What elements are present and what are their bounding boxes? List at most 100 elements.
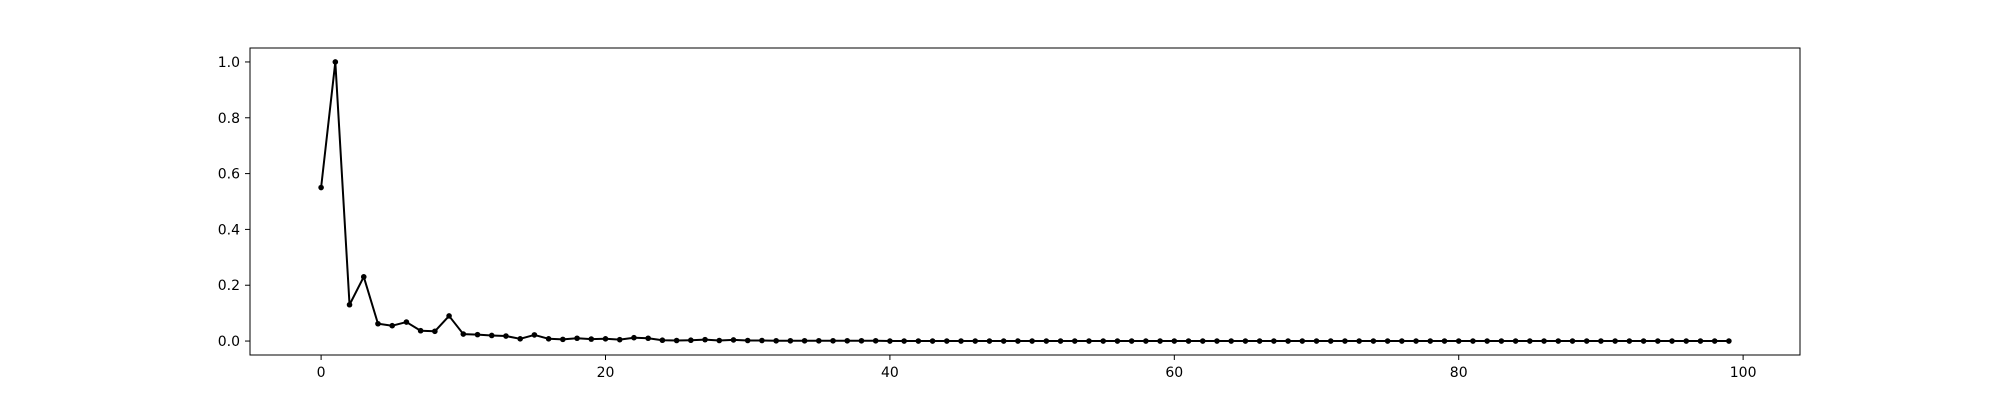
x-tick-label: 60 xyxy=(1165,365,1183,381)
data-point xyxy=(943,338,950,344)
data-point xyxy=(1555,338,1562,344)
data-point xyxy=(744,337,751,344)
series-line xyxy=(320,60,1729,343)
data-point xyxy=(1726,338,1732,344)
data-point xyxy=(688,337,694,344)
data-point xyxy=(531,332,538,338)
data-point xyxy=(1655,338,1661,344)
data-point xyxy=(588,336,595,342)
data-point xyxy=(1413,338,1419,344)
data-point xyxy=(1697,338,1704,344)
data-point xyxy=(1114,338,1121,344)
data-point xyxy=(1285,338,1291,344)
data-point xyxy=(1356,338,1362,344)
data-point xyxy=(1029,338,1035,344)
data-point xyxy=(1327,338,1334,344)
data-point xyxy=(801,337,808,344)
data-point xyxy=(1441,338,1448,344)
data-point xyxy=(1228,338,1234,344)
data-point xyxy=(773,337,779,344)
data-point xyxy=(1541,338,1547,344)
data-point xyxy=(1384,338,1391,344)
data-point xyxy=(346,301,353,308)
data-point xyxy=(1214,338,1220,344)
data-point xyxy=(958,338,964,344)
x-tick-label: 0 xyxy=(317,365,326,381)
data-point xyxy=(560,336,566,343)
data-point xyxy=(929,338,936,344)
data-point xyxy=(1498,338,1505,344)
data-point xyxy=(403,319,410,325)
data-point xyxy=(1256,338,1263,344)
data-point xyxy=(488,332,495,339)
x-tick-label: 80 xyxy=(1450,365,1468,381)
data-point xyxy=(673,337,680,344)
data-point xyxy=(1313,338,1320,344)
data-point xyxy=(659,337,666,344)
data-point xyxy=(1626,338,1633,344)
axes-frame xyxy=(249,47,1801,356)
data-point xyxy=(1342,338,1348,344)
plot-area: 0 20 40 60 80 100 0.0 0.2 0.4 0.6 0.8 1.0 xyxy=(218,47,1801,381)
data-point xyxy=(1569,338,1576,344)
data-point xyxy=(1370,338,1377,344)
data-point xyxy=(1598,338,1604,344)
data-point xyxy=(1043,338,1050,344)
data-point xyxy=(417,327,424,334)
data-point xyxy=(759,337,765,344)
data-point xyxy=(1427,338,1434,344)
data-point xyxy=(901,338,907,344)
data-point xyxy=(645,335,651,342)
y-tick-label: 0.4 xyxy=(218,222,240,238)
data-point xyxy=(375,320,381,327)
data-point xyxy=(432,328,438,335)
data-point xyxy=(816,337,822,344)
data-point xyxy=(1711,338,1718,344)
y-tick-label: 1.0 xyxy=(218,55,240,71)
y-tick-label: 0.6 xyxy=(218,167,240,183)
x-tick-label: 40 xyxy=(881,365,899,381)
data-point xyxy=(1086,338,1092,344)
data-point xyxy=(1640,338,1647,344)
data-point xyxy=(1527,338,1533,344)
x-tick-label: 100 xyxy=(1730,365,1757,381)
data-point xyxy=(1143,338,1149,344)
data-point xyxy=(1512,338,1519,344)
data-point xyxy=(1100,338,1107,344)
data-point xyxy=(1242,338,1249,344)
data-point xyxy=(545,336,552,342)
data-point xyxy=(1185,338,1192,344)
data-point xyxy=(1484,338,1490,344)
data-point xyxy=(631,334,637,341)
data-point xyxy=(887,338,893,344)
data-point xyxy=(858,337,865,344)
data-point xyxy=(1015,338,1021,344)
data-point xyxy=(1157,338,1163,344)
data-point xyxy=(1171,338,1178,344)
y-tick-label: 0.2 xyxy=(218,278,240,294)
data-point xyxy=(830,337,836,344)
data-point xyxy=(474,331,481,338)
data-point xyxy=(1612,338,1618,344)
data-point xyxy=(730,337,737,343)
data-point xyxy=(844,337,851,344)
data-point xyxy=(1271,338,1277,344)
data-point xyxy=(460,331,467,337)
data-point xyxy=(318,184,324,191)
data-point xyxy=(702,336,708,343)
data-point xyxy=(1000,338,1007,344)
data-point xyxy=(972,338,979,344)
data-point xyxy=(1199,338,1206,344)
data-point xyxy=(872,337,879,344)
data-point xyxy=(986,338,993,344)
data-point xyxy=(389,322,396,329)
data-point xyxy=(1071,338,1078,344)
data-point xyxy=(1299,338,1306,344)
data-point xyxy=(1583,338,1590,344)
data-point xyxy=(1128,338,1135,344)
data-point xyxy=(616,336,623,343)
y-tick-label: 0.8 xyxy=(218,111,240,127)
data-point xyxy=(332,59,339,65)
